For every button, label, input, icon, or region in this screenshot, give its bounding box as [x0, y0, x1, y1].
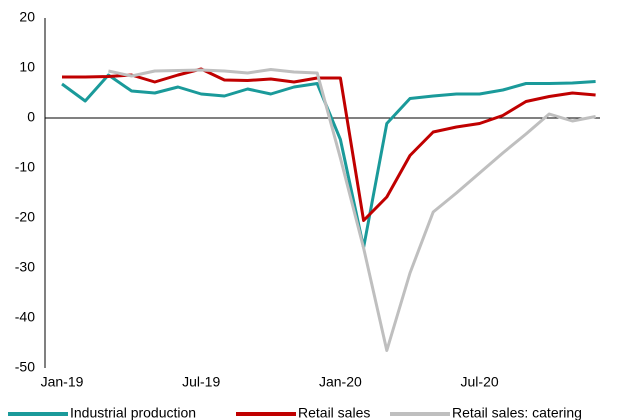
legend-label: Industrial production — [70, 405, 196, 420]
x-tick-label: Jul-20 — [461, 374, 499, 390]
legend-label: Retail sales: catering — [452, 405, 582, 420]
y-tick-label: -40 — [15, 309, 35, 325]
x-tick-label: Jan-19 — [41, 374, 84, 390]
y-tick-label: -20 — [15, 209, 35, 225]
series-line — [61, 73, 596, 249]
legend-label: Retail sales — [298, 405, 370, 420]
y-tick-label: -30 — [15, 259, 35, 275]
series-line — [62, 67, 596, 222]
x-tick-label: Jan-20 — [319, 374, 362, 390]
y-tick-label: 10 — [19, 59, 35, 75]
x-tick-label: Jul-19 — [182, 374, 220, 390]
y-tick-label: 0 — [27, 109, 35, 125]
y-tick-label: -50 — [15, 359, 35, 375]
y-tick-label: -10 — [15, 159, 35, 175]
y-tick-label: 20 — [19, 9, 35, 25]
series-line — [108, 68, 596, 352]
